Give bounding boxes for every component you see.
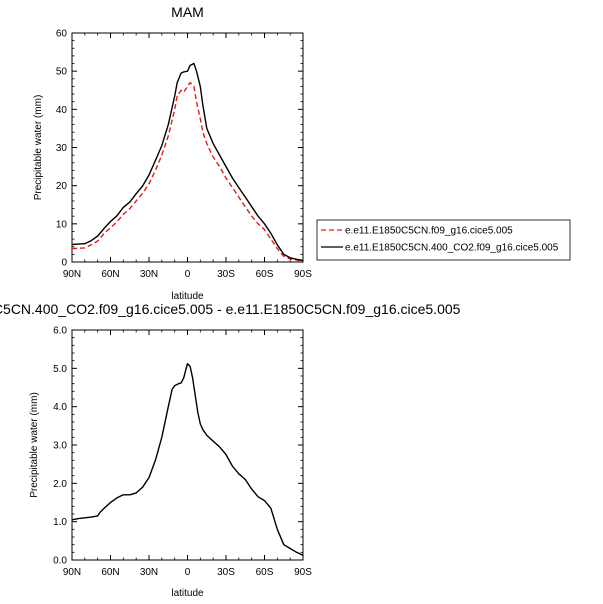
x-tick-label: 0 (185, 567, 191, 578)
y-tick-label: 0 (61, 258, 67, 269)
top-chart-series (71, 62, 304, 262)
y-tick-label: 0.0 (53, 556, 67, 567)
legend-label-control: e.e11.E1850C5CN.f09_g16.cice5.005 (345, 226, 513, 237)
x-tick-label: 90S (294, 567, 312, 578)
series-line-0-1 (71, 62, 304, 262)
y-tick-label: 5.0 (53, 364, 67, 375)
x-tick-label: 90N (63, 269, 81, 280)
y-tick-label: 1.0 (53, 517, 67, 528)
y-tick-label: 6.0 (53, 326, 67, 337)
bottom-chart-series (71, 363, 304, 557)
y-tick-label: 30 (56, 143, 68, 154)
top-chart-ticks: 0 10 20 30 40 50 60 90N 60N 30N 0 30S 60S 90S (56, 29, 312, 281)
y-tick-label: 2.0 (53, 479, 67, 490)
x-tick-label: 0 (185, 269, 191, 280)
bottom-chart-title: e.e11.E1850C5CN.400_CO2.f09_g16.cice5.00… (0, 301, 461, 317)
bottom-chart-ylabel: Precipitable water (mm) (29, 392, 40, 498)
y-tick-label: 60 (56, 29, 68, 40)
bottom-chart-ticks: 0.0 1.0 2.0 3.0 4.0 5.0 6.0 90N 60N 30N 0 30S 60S 90S (53, 326, 312, 579)
x-tick-label: 30S (217, 567, 235, 578)
series-line-1-0 (71, 363, 304, 557)
y-tick-label: 50 (56, 67, 68, 78)
x-tick-label: 30S (217, 269, 235, 280)
x-tick-label: 60S (256, 269, 274, 280)
legend-label-co2: e.e11.E1850C5CN.400_CO2.f09_g16.cice5.00… (345, 243, 559, 254)
x-tick-label: 60N (101, 269, 119, 280)
x-tick-label: 30N (140, 567, 158, 578)
x-tick-label: 60S (256, 567, 274, 578)
series-line-0-0 (71, 81, 304, 262)
y-tick-label: 10 (56, 219, 68, 230)
top-chart-ylabel: Precipitable water (mm) (33, 95, 44, 201)
x-tick-label: 60N (101, 567, 119, 578)
legend-box (316, 219, 571, 261)
top-chart-panel: MAM 0 10 20 30 40 50 60 90N 60N 30N 0 30S 60S 90S lat… (33, 4, 571, 302)
top-chart-xlabel: latitude (171, 291, 204, 302)
top-chart-frame (71, 32, 304, 263)
top-chart-title: MAM (171, 4, 204, 20)
bottom-chart-panel: e.e11.E1850C5CN.400_CO2.f09_g16.cice5.00… (0, 301, 461, 599)
y-tick-label: 3.0 (53, 441, 67, 452)
y-tick-label: 40 (56, 105, 68, 116)
y-tick-label: 20 (56, 181, 68, 192)
x-tick-label: 30N (140, 269, 158, 280)
x-tick-label: 90S (294, 269, 312, 280)
top-chart-legend: e.e11.E1850C5CN.f09_g16.cice5.005 e.e11.… (316, 219, 571, 261)
y-tick-label: 4.0 (53, 402, 67, 413)
bottom-chart-xlabel: latitude (171, 588, 204, 599)
x-tick-label: 90N (63, 567, 81, 578)
